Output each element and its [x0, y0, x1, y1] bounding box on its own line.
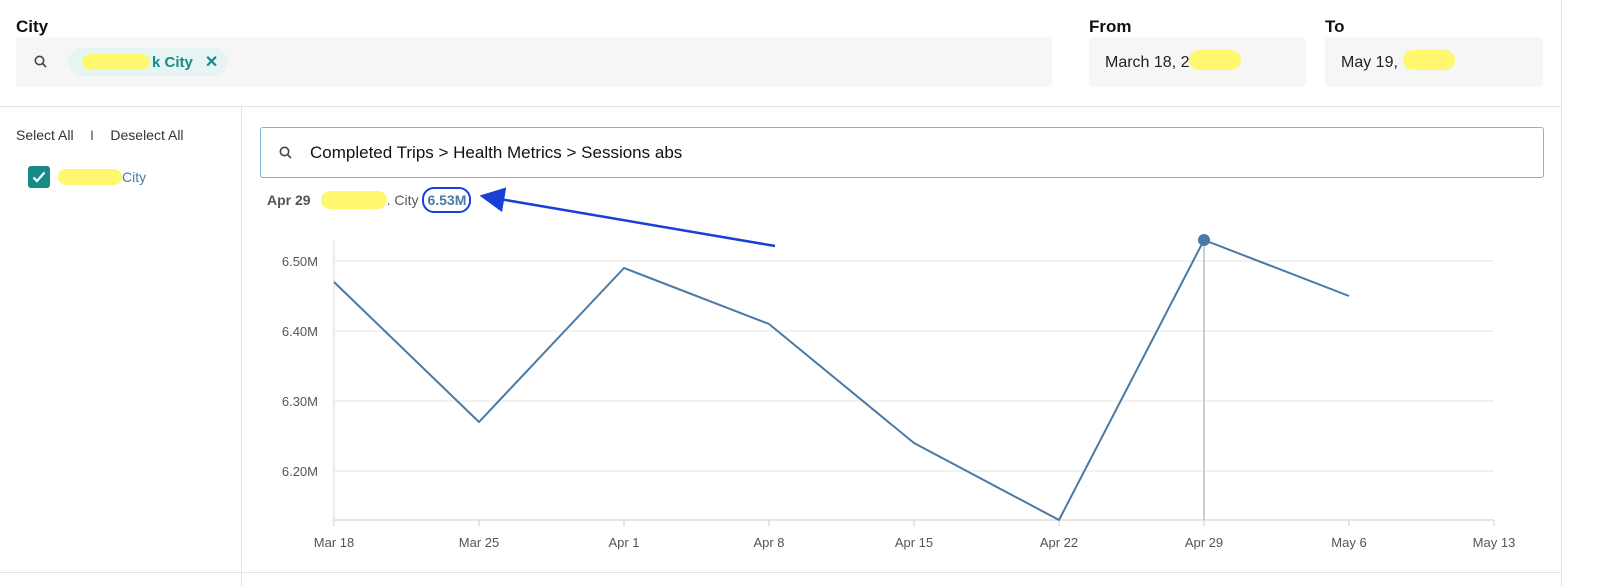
to-label: To — [1325, 17, 1345, 36]
redaction-mark — [1189, 50, 1241, 70]
annotation-arrow — [479, 187, 776, 248]
search-icon — [33, 54, 49, 75]
x-tick-label: Apr 22 — [1040, 535, 1078, 550]
deselect-all-link[interactable]: Deselect All — [110, 127, 184, 143]
header-divider — [0, 106, 1562, 107]
link-separator: I — [90, 127, 94, 143]
readout-date: Apr 29 — [267, 192, 311, 208]
right-edge-divider — [1561, 0, 1562, 586]
to-date-value: May 19, — [1341, 54, 1398, 71]
highlighted-point — [1198, 234, 1210, 246]
y-tick-label: 6.50M — [282, 254, 318, 269]
x-tick-label: Mar 25 — [459, 535, 499, 550]
city-search-field[interactable]: k City ✕ — [16, 37, 1052, 87]
x-tick-label: Apr 29 — [1185, 535, 1223, 550]
x-tick-label: May 13 — [1473, 535, 1516, 550]
from-date-field[interactable]: March 18, 2 — [1089, 37, 1306, 87]
sidebar-item-label: City — [122, 169, 147, 185]
readout-value: 6.53M — [422, 187, 472, 213]
y-tick-label: 6.30M — [282, 394, 318, 409]
sidebar-divider — [241, 107, 242, 586]
redaction-mark — [1403, 50, 1455, 70]
from-date-value: March 18, 2 — [1105, 54, 1190, 71]
x-tick-label: May 6 — [1331, 535, 1366, 550]
bottom-divider — [0, 572, 1562, 573]
checkbox[interactable] — [28, 166, 50, 188]
y-tick-label: 6.40M — [282, 324, 318, 339]
selection-controls: Select All I Deselect All — [16, 127, 184, 145]
x-tick-label: Apr 8 — [753, 535, 784, 550]
city-label: City — [16, 17, 49, 36]
x-tick-label: Apr 15 — [895, 535, 933, 550]
city-chip[interactable]: k City ✕ — [68, 48, 229, 76]
city-chip-label: k City — [152, 53, 193, 71]
metric-search-value: Completed Trips > Health Metrics > Sessi… — [310, 142, 683, 162]
to-date-field[interactable]: May 19, — [1325, 37, 1543, 87]
readout-city: . City — [386, 192, 419, 208]
redaction-mark — [58, 169, 122, 185]
x-tick-label: Apr 1 — [608, 535, 639, 550]
from-label: From — [1089, 17, 1132, 36]
chart-readout: Apr 29 . City 6.53M — [267, 187, 472, 213]
select-all-link[interactable]: Select All — [16, 127, 74, 143]
x-tick-label: Mar 18 — [314, 535, 354, 550]
redaction-mark — [82, 54, 150, 70]
redaction-mark — [320, 191, 387, 209]
series-line — [333, 239, 1350, 521]
close-icon[interactable]: ✕ — [204, 54, 219, 71]
y-tick-label: 6.20M — [282, 464, 318, 479]
metric-search-input[interactable]: Completed Trips > Health Metrics > Sessi… — [260, 127, 1544, 178]
check-icon — [32, 171, 46, 183]
search-icon — [278, 145, 294, 161]
sidebar-item-city[interactable]: City — [28, 166, 146, 188]
